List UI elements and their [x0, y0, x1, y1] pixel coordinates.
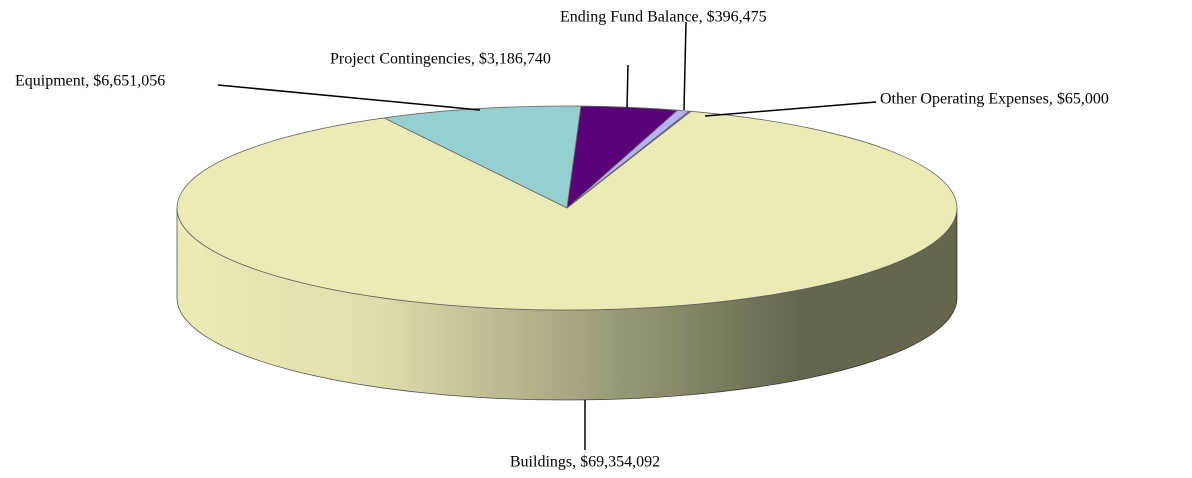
data-label: Buildings, $69,354,092 [510, 454, 660, 471]
leader-line [683, 21, 687, 111]
labels: Equipment, $6,651,056 Project Contingenci… [15, 9, 1109, 471]
leader-line [626, 64, 629, 109]
slice: Buildings [176, 110, 958, 311]
data-label: Project Contingencies, $3,186,740 [330, 51, 551, 68]
data-label: Ending Fund Balance, $396,475 [560, 9, 767, 26]
side-shade [177, 208, 957, 400]
data-label: Other Operating Expenses, $65,000 [880, 91, 1109, 108]
leader-line [704, 101, 877, 117]
leader-line [217, 84, 481, 111]
data-label: Equipment, $6,651,056 [15, 73, 165, 90]
pie-tops: EquipmentProject ContingenciesEnding Fun… [176, 105, 958, 311]
slice: Equipment [382, 105, 582, 209]
